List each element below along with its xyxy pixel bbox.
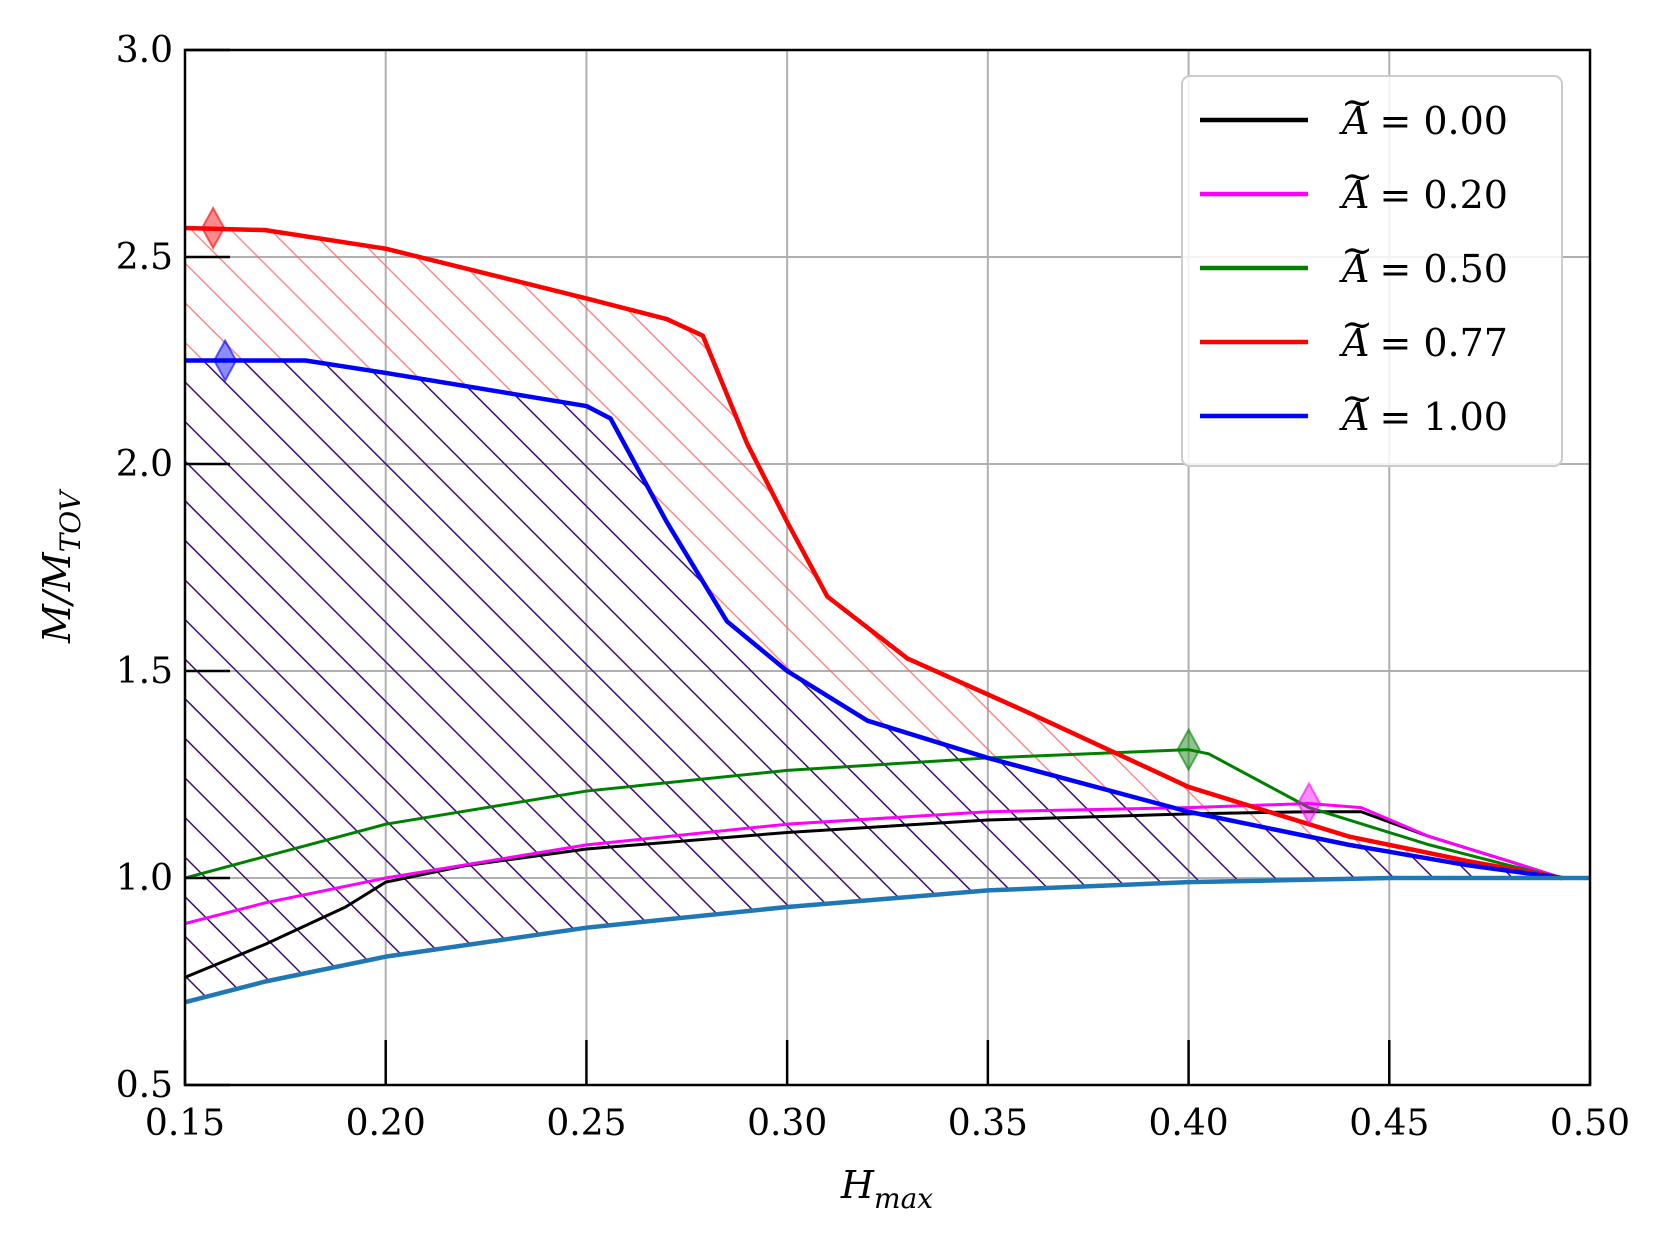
x-tick-label: 0.25: [546, 1103, 626, 1144]
x-axis-title-base: H: [840, 1163, 875, 1207]
series-line: [185, 748, 1563, 880]
y-tick-label: 3.0: [116, 30, 173, 71]
y-tick-label: 1.0: [116, 858, 173, 899]
diamond-markers: [200, 205, 1322, 826]
y-tick-label: 1.5: [116, 651, 173, 692]
legend-label: A = 0.77: [1339, 321, 1508, 365]
series-line: [185, 801, 1563, 925]
legend-tilde: ~: [1341, 376, 1373, 420]
y-axis-title-sub: TOV: [54, 488, 87, 552]
diamond-marker: [200, 205, 226, 251]
y-tick-label: 2.0: [116, 444, 173, 485]
series-line: [185, 358, 1563, 881]
x-tick-label: 0.50: [1550, 1103, 1630, 1144]
hatched-region: [185, 228, 1562, 878]
series-line: [185, 225, 1563, 881]
legend-tilde: ~: [1341, 302, 1373, 346]
x-axis-title: Hmax: [840, 1163, 933, 1215]
hatched-region: [185, 360, 1590, 1003]
series-line: [185, 875, 1590, 1005]
diamond-marker: [1176, 727, 1201, 772]
diamond-marker: [1296, 781, 1322, 826]
x-tick-label: 0.35: [948, 1103, 1028, 1144]
legend: ~A = 0.00~A = 0.20~A = 0.50~A = 0.77~A = 1.00: [1181, 75, 1563, 467]
legend-tilde: ~: [1341, 80, 1373, 124]
y-axis-title-base: M/M: [35, 551, 79, 644]
y-axis-title: M/MTOV: [35, 488, 87, 644]
hatched-regions: [185, 228, 1590, 1003]
x-tick-label: 0.30: [747, 1103, 827, 1144]
plot-frame: [183, 48, 1592, 1087]
x-axis-title-sub: max: [874, 1182, 933, 1215]
legend-box: [1181, 75, 1563, 467]
legend-label: A = 0.20: [1339, 173, 1508, 217]
legend-tilde: ~: [1341, 228, 1373, 272]
x-tick-label: 0.20: [346, 1103, 426, 1144]
x-tick-label: 0.45: [1349, 1103, 1429, 1144]
diamond-marker: [213, 338, 238, 383]
series-lines: [185, 225, 1590, 1005]
legend-label: A = 0.00: [1339, 99, 1508, 143]
legend-label: A = 0.50: [1339, 247, 1508, 291]
y-tick-label: 2.5: [116, 237, 173, 278]
y-tick-label: 0.5: [116, 1065, 173, 1106]
legend-label: A = 1.00: [1339, 395, 1508, 439]
x-tick-label: 0.40: [1148, 1103, 1228, 1144]
x-tick-label: 0.15: [145, 1103, 225, 1144]
legend-tilde: ~: [1341, 154, 1373, 198]
